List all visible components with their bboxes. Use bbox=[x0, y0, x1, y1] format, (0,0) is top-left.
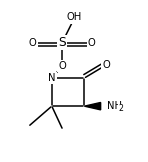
Text: O: O bbox=[29, 38, 36, 47]
Text: 2: 2 bbox=[118, 104, 123, 113]
Text: N: N bbox=[48, 73, 56, 83]
Text: O: O bbox=[103, 60, 110, 70]
Text: OH: OH bbox=[66, 12, 82, 22]
Polygon shape bbox=[84, 102, 101, 110]
Text: NH: NH bbox=[107, 101, 122, 111]
Text: O: O bbox=[58, 61, 66, 71]
Text: O: O bbox=[88, 38, 96, 47]
Text: S: S bbox=[58, 36, 66, 49]
